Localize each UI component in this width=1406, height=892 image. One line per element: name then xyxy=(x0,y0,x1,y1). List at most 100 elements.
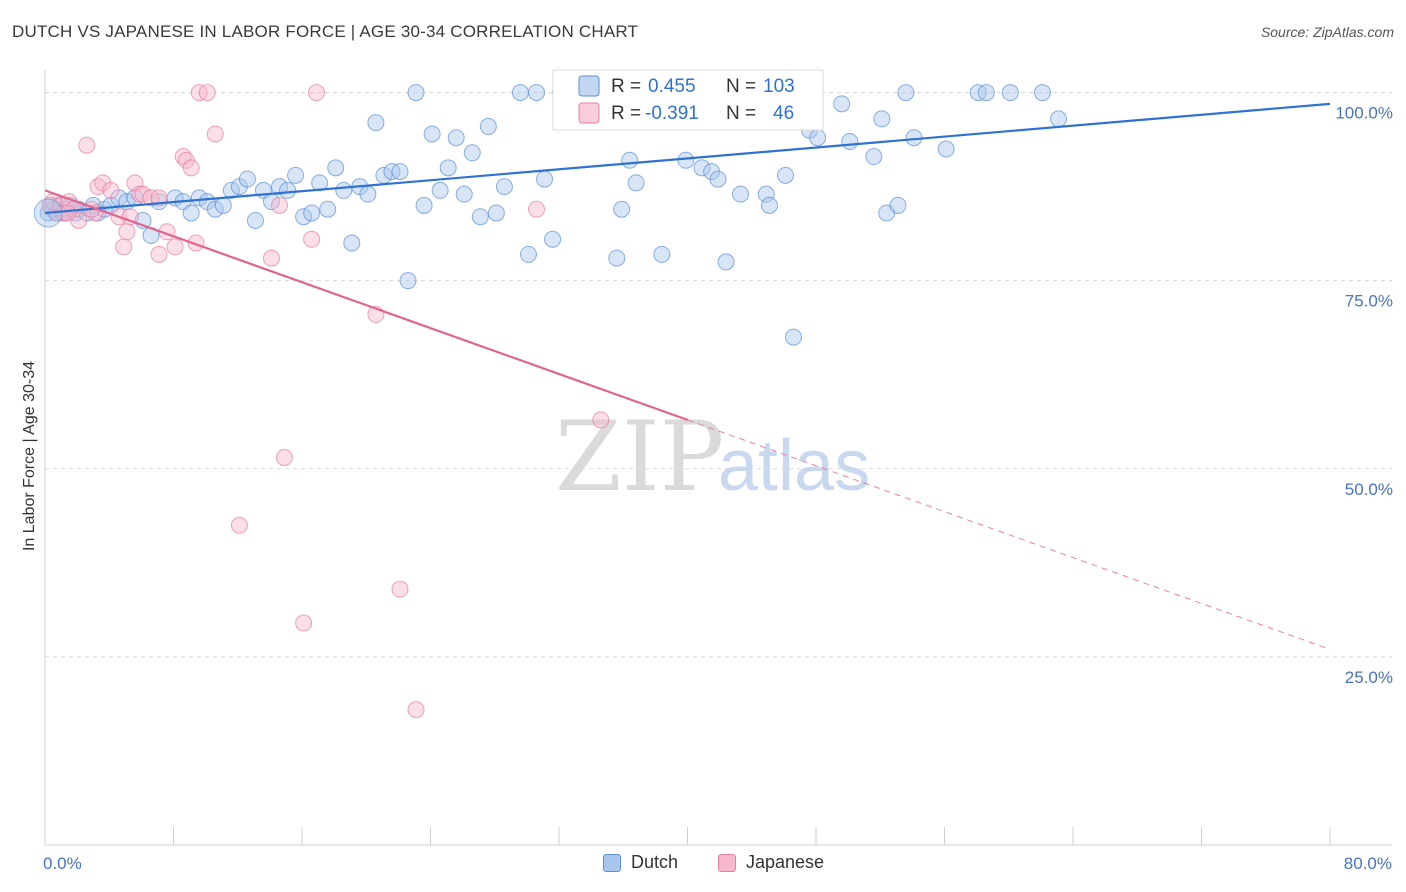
dutch-point xyxy=(693,159,711,177)
dutch-point xyxy=(311,174,329,192)
y-axis-title: In Labor Force | Age 30-34 xyxy=(21,361,38,551)
japanese-point xyxy=(166,238,184,256)
chart-source: Source: ZipAtlas.com xyxy=(1260,24,1394,40)
legend-row-dutch: R = 0.455 N = 103 xyxy=(578,75,795,97)
legend-bottom: Dutch Japanese xyxy=(0,852,1406,878)
legend-swatch-japanese xyxy=(578,102,600,124)
dutch-point xyxy=(471,208,489,226)
legend-label-japanese: Japanese xyxy=(746,852,825,872)
legend-n-value-dutch: 103 xyxy=(763,76,795,97)
dutch-point xyxy=(335,181,353,199)
dutch-point xyxy=(495,178,513,196)
dutch-point xyxy=(621,151,639,169)
dutch-point xyxy=(327,159,345,177)
x-tick-label: 80.0% xyxy=(1344,854,1392,873)
japanese-point xyxy=(407,701,425,719)
dutch-point xyxy=(1050,110,1068,128)
dutch-point xyxy=(776,166,794,184)
dutch-point xyxy=(677,151,695,169)
dutch-point xyxy=(732,185,750,203)
japanese-point xyxy=(78,136,96,154)
legend-swatch-dutch xyxy=(578,75,600,97)
legend-n-label-dutch: N = xyxy=(726,76,756,97)
japanese-point xyxy=(134,185,152,203)
dutch-point xyxy=(760,196,778,214)
y-tick-label: 50.0% xyxy=(1345,480,1393,499)
dutch-point xyxy=(511,84,529,102)
dutch-point xyxy=(279,181,297,199)
dutch-point xyxy=(841,132,859,150)
dutch-point xyxy=(295,208,313,226)
trend-layer xyxy=(44,102,1331,650)
dutch-point xyxy=(709,170,727,188)
japanese-point xyxy=(206,125,224,143)
japanese-trendline xyxy=(44,189,688,421)
dutch-point xyxy=(359,185,377,203)
dutch-point xyxy=(1001,84,1019,102)
dutch-point xyxy=(190,189,208,207)
dutch-point xyxy=(214,196,232,214)
legend-swatch-japanese xyxy=(718,853,736,872)
points-layer xyxy=(33,84,1068,719)
dutch-point xyxy=(544,230,562,248)
japanese-point xyxy=(187,234,205,252)
dutch-point xyxy=(447,129,465,147)
legend-swatch-dutch xyxy=(603,853,621,872)
japanese-point xyxy=(307,84,325,102)
dutch-point xyxy=(407,84,425,102)
dutch-point xyxy=(439,159,457,177)
dutch-point xyxy=(287,166,305,184)
japanese-point xyxy=(528,200,546,218)
japanese-point xyxy=(182,159,200,177)
japanese-point xyxy=(262,249,280,267)
dutch-point xyxy=(367,114,385,132)
dutch-point xyxy=(423,125,441,143)
chart-title: DUTCH VS JAPANESE IN LABOR FORCE | AGE 3… xyxy=(12,22,639,41)
legend-r-label-japanese: R = xyxy=(611,103,641,124)
dutch-point xyxy=(319,200,337,218)
legend-r-label-dutch: R = xyxy=(611,76,641,97)
japanese-point xyxy=(118,223,136,241)
dutch-point xyxy=(246,211,264,229)
legend-item-dutch: Dutch xyxy=(603,852,678,873)
dutch-point xyxy=(487,204,505,222)
dutch-point xyxy=(865,148,883,166)
legend-n-value-japanese: 46 xyxy=(773,103,794,124)
dutch-point xyxy=(528,84,546,102)
watermark-zip: ZIP xyxy=(555,401,724,513)
y-tick-label: 100.0% xyxy=(1335,104,1393,123)
dutch-trendline xyxy=(44,102,1331,215)
x-tick-label: 0.0% xyxy=(43,854,82,873)
japanese-point xyxy=(271,196,289,214)
y-tick-label: 75.0% xyxy=(1345,292,1393,311)
dutch-point xyxy=(833,95,851,113)
dutch-point xyxy=(627,174,645,192)
tick-labels-layer: 100.0% 75.0% 50.0% 25.0% 0.0% 80.0% xyxy=(43,104,1393,873)
y-tick-label: 25.0% xyxy=(1345,668,1393,687)
dutch-point xyxy=(303,204,321,222)
legend-r-value-japanese: -0.391 xyxy=(645,103,699,124)
japanese-point xyxy=(102,181,120,199)
japanese-point xyxy=(303,230,321,248)
dutch-point xyxy=(343,234,361,252)
dutch-point xyxy=(889,196,907,214)
dutch-point xyxy=(271,178,289,196)
dutch-point xyxy=(455,185,473,203)
dutch-point xyxy=(391,163,409,181)
dutch-point xyxy=(399,272,417,290)
japanese-point xyxy=(150,245,168,263)
legend-item-japanese: Japanese xyxy=(718,852,824,873)
dutch-point xyxy=(897,84,915,102)
dutch-point xyxy=(1033,84,1051,102)
dutch-point xyxy=(613,200,631,218)
japanese-point xyxy=(391,580,409,598)
dutch-point xyxy=(479,117,497,135)
dutch-point xyxy=(785,328,803,346)
japanese-point xyxy=(115,238,133,256)
legend-row-japanese: R = -0.391 N = 46 xyxy=(578,102,794,124)
legend-r-value-dutch: 0.455 xyxy=(648,76,696,97)
dutch-point xyxy=(519,245,537,263)
dutch-point xyxy=(463,144,481,162)
dutch-point xyxy=(608,249,626,267)
